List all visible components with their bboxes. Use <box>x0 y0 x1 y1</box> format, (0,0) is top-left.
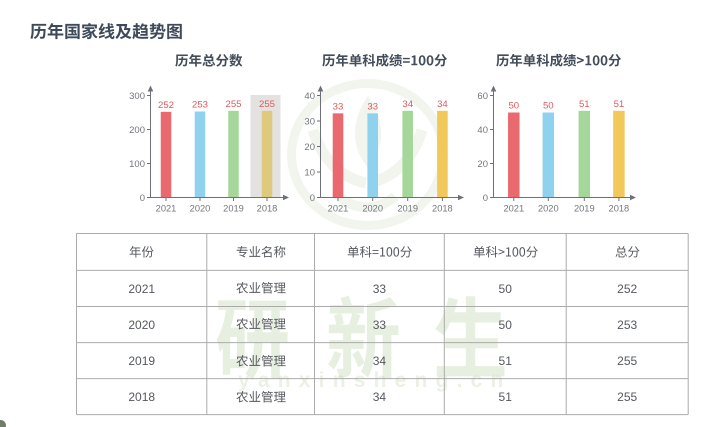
svg-text:2020: 2020 <box>362 203 383 213</box>
svg-text:34: 34 <box>437 99 448 110</box>
svg-text:2019: 2019 <box>397 203 418 213</box>
svg-text:2020: 2020 <box>538 203 559 213</box>
svg-text:51: 51 <box>499 390 513 404</box>
svg-text:2018: 2018 <box>432 203 453 213</box>
svg-text:2019: 2019 <box>128 354 155 368</box>
svg-text:2018: 2018 <box>257 203 278 213</box>
svg-text:2021: 2021 <box>503 203 524 213</box>
svg-text:2020: 2020 <box>190 203 211 213</box>
svg-text:51: 51 <box>614 99 625 110</box>
svg-text:253: 253 <box>192 100 208 111</box>
svg-text:50: 50 <box>499 318 513 332</box>
svg-text:100: 100 <box>129 159 145 170</box>
svg-text:33: 33 <box>373 318 387 332</box>
svg-text:34: 34 <box>402 99 413 110</box>
svg-text:40: 40 <box>477 125 488 136</box>
svg-text:2020: 2020 <box>128 318 155 332</box>
svg-text:20: 20 <box>477 159 488 170</box>
svg-text:2021: 2021 <box>328 203 349 213</box>
svg-text:255: 255 <box>617 390 637 404</box>
svg-text:252: 252 <box>158 100 174 111</box>
svg-text:33: 33 <box>373 282 387 296</box>
svg-text:252: 252 <box>617 282 637 296</box>
svg-text:20: 20 <box>304 142 315 153</box>
svg-text:34: 34 <box>373 390 387 404</box>
svg-text:60: 60 <box>477 91 488 102</box>
svg-text:2021: 2021 <box>128 282 155 296</box>
svg-text:0: 0 <box>140 193 145 204</box>
svg-text:255: 255 <box>225 99 241 110</box>
svg-text:51: 51 <box>499 354 513 368</box>
svg-text:30: 30 <box>304 116 315 127</box>
svg-text:50: 50 <box>543 101 554 112</box>
svg-text:34: 34 <box>373 354 387 368</box>
svg-text:255: 255 <box>259 99 275 110</box>
svg-text:2019: 2019 <box>223 203 244 213</box>
svg-text:33: 33 <box>333 102 344 113</box>
svg-text:2018: 2018 <box>128 390 155 404</box>
svg-text:300: 300 <box>129 91 145 102</box>
svg-text:50: 50 <box>499 282 513 296</box>
svg-text:50: 50 <box>508 101 519 112</box>
svg-text:200: 200 <box>129 125 145 136</box>
svg-text:33: 33 <box>367 102 378 113</box>
svg-text:10: 10 <box>304 167 315 178</box>
svg-text:253: 253 <box>617 318 637 332</box>
svg-text:2019: 2019 <box>574 203 595 213</box>
svg-text:51: 51 <box>579 99 590 110</box>
svg-text:255: 255 <box>617 354 637 368</box>
svg-text:2018: 2018 <box>609 203 630 213</box>
svg-text:0: 0 <box>310 193 315 204</box>
svg-text:2021: 2021 <box>156 203 177 213</box>
svg-text:40: 40 <box>304 91 315 102</box>
svg-text:0: 0 <box>483 193 488 204</box>
